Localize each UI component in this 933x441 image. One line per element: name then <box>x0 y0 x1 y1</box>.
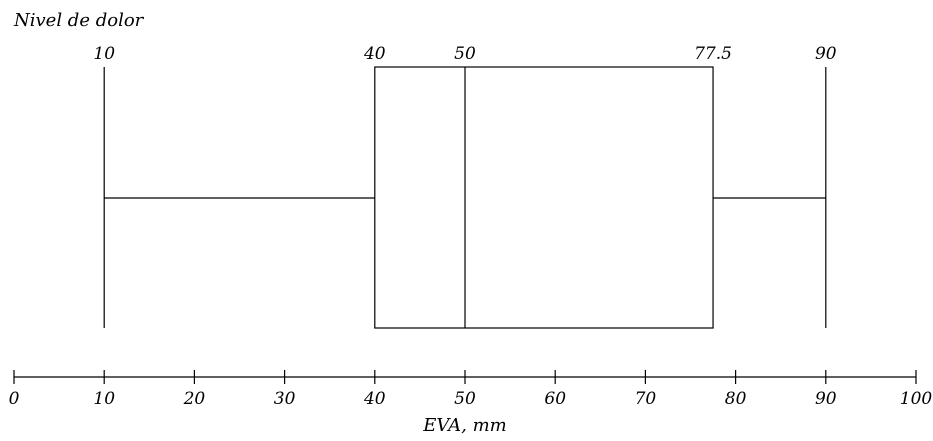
x-tick-label-30: 30 <box>274 389 296 409</box>
label-max: 90 <box>815 44 837 64</box>
chart-title: Nivel de dolor <box>13 10 145 31</box>
interquartile-box <box>374 66 714 329</box>
label-min: 10 <box>93 44 115 64</box>
x-tick-label-70: 70 <box>635 389 657 409</box>
x-tick-label-60: 60 <box>544 389 566 409</box>
x-tick-label-100: 100 <box>900 389 933 409</box>
label-q1: 40 <box>363 44 386 64</box>
x-tick-label-90: 90 <box>815 389 837 409</box>
box-plot: 10 40 50 77.5 90 <box>93 44 837 329</box>
label-q3: 77.5 <box>694 44 732 64</box>
x-axis: 0 10 20 30 40 50 60 70 80 90 100 <box>9 370 933 409</box>
label-median: 50 <box>454 44 476 64</box>
x-tick-label-80: 80 <box>725 389 747 409</box>
x-tick-label-10: 10 <box>93 389 115 409</box>
x-tick-label-40: 40 <box>363 389 386 409</box>
x-tick-label-20: 20 <box>183 389 206 409</box>
x-tick-label-0: 0 <box>9 389 20 409</box>
x-tick-label-50: 50 <box>454 389 476 409</box>
x-axis-label: EVA, mm <box>422 415 507 436</box>
